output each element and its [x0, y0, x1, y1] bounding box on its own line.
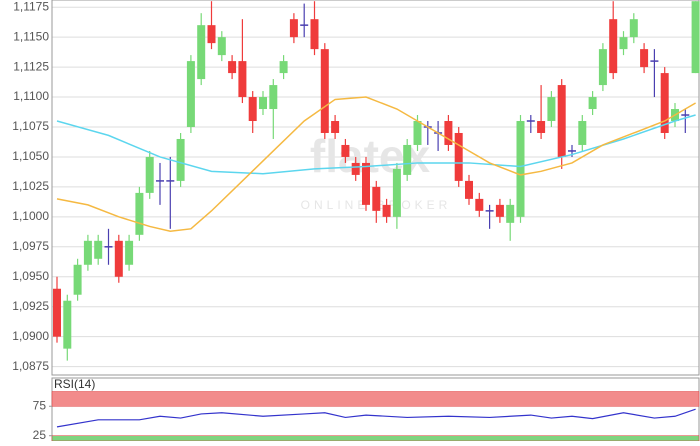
candle-body — [176, 138, 185, 181]
candle-body — [217, 37, 226, 56]
rsi-title: RSI(14) — [54, 377, 95, 391]
candle-body — [691, 1, 700, 74]
candle-body — [145, 156, 154, 193]
watermark: flatex — [310, 130, 431, 182]
rsi-line — [56, 408, 696, 428]
candle-body — [413, 121, 422, 145]
candle-body — [372, 186, 381, 211]
y-tick-label: 1,1075 — [12, 119, 49, 133]
y-tick-label: 1,0900 — [12, 329, 49, 343]
candle-body — [392, 168, 401, 217]
candle-body — [403, 144, 412, 175]
rsi-frame — [51, 377, 700, 442]
candle-body — [279, 61, 288, 74]
candle-body — [94, 240, 103, 259]
rsi-band — [51, 435, 700, 442]
candle-body — [537, 121, 546, 133]
candle-body — [362, 162, 370, 205]
candle-body — [331, 121, 340, 133]
candle-body — [207, 25, 216, 44]
y-tick-label: 1,1125 — [13, 59, 49, 73]
plot-frame — [51, 0, 700, 376]
candle-body — [53, 288, 61, 337]
candle-body — [135, 192, 144, 235]
candle-body — [475, 198, 484, 211]
candle-body — [320, 49, 329, 133]
candle-body — [619, 37, 628, 50]
candle-body — [186, 61, 195, 127]
candle-body — [547, 97, 556, 122]
y-tick-label: 1,1150 — [13, 29, 49, 43]
candle-body — [629, 19, 638, 38]
candle-body — [259, 97, 267, 110]
candle-body — [125, 240, 134, 265]
candle-body — [238, 61, 247, 98]
candle-body — [73, 264, 82, 295]
moving-average — [56, 96, 696, 232]
y-tick-label: 1,1025 — [12, 179, 49, 193]
candle-body — [557, 85, 566, 157]
candle-body — [598, 49, 607, 86]
rsi-band — [51, 391, 700, 407]
moving-average — [56, 114, 696, 175]
candle-body — [495, 204, 504, 217]
candle-body — [269, 85, 278, 110]
y-tick-label: 75 — [33, 398, 47, 412]
candle-body — [310, 19, 319, 50]
candle-body — [640, 49, 649, 68]
y-tick-label: 1,1100 — [13, 89, 49, 103]
y-tick-label: 1,0950 — [12, 269, 49, 283]
y-tick-label: 1,0925 — [12, 299, 49, 313]
candle-body — [248, 97, 257, 122]
candle-body — [114, 240, 123, 277]
candle-body — [588, 97, 597, 110]
candle-body — [465, 180, 473, 199]
candle-body — [516, 121, 525, 217]
candle-body — [63, 300, 72, 349]
candle-body — [444, 121, 453, 145]
candle-body — [289, 19, 298, 38]
candle-body — [454, 132, 463, 181]
y-tick-label: 1,1175 — [13, 0, 49, 13]
y-tick-label: 1,1050 — [12, 149, 49, 163]
candle-body — [660, 73, 669, 133]
candle-body — [351, 162, 360, 175]
y-tick-label: 1,1000 — [12, 209, 49, 223]
y-tick-label: 1,0975 — [12, 239, 49, 253]
candle-body — [609, 19, 618, 74]
y-tick-label: 1,0875 — [12, 359, 49, 373]
candle-body — [197, 25, 206, 80]
candle-body — [341, 144, 350, 157]
candle-body — [83, 240, 92, 265]
y-tick-label: 25 — [33, 428, 47, 441]
candle-body — [506, 204, 515, 223]
candle-body — [382, 204, 391, 217]
candle-body — [578, 121, 587, 145]
candle-body — [228, 61, 237, 74]
